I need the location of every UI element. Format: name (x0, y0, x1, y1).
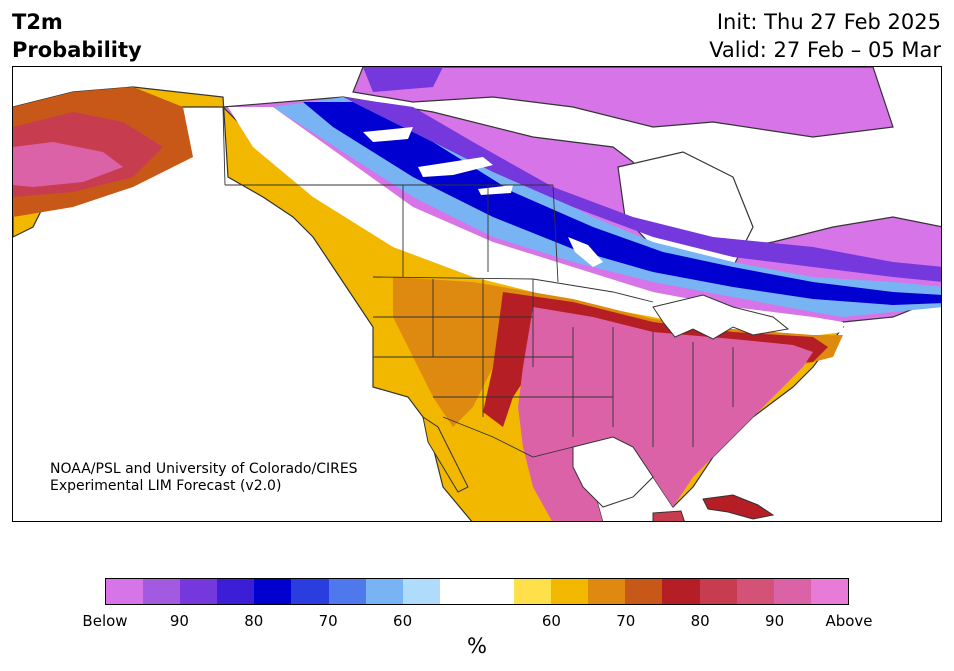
political-borders (222, 106, 734, 458)
colorbar-segment (514, 579, 552, 604)
colorbar-segment (106, 579, 144, 604)
title-line-2: Probability (12, 38, 142, 62)
title-line-1: T2m (12, 10, 63, 34)
canada-lake-3 (478, 185, 513, 195)
colorbar-tick-label: 80 (244, 612, 264, 630)
colorbar-tick-label: 90 (169, 612, 189, 630)
cuba (702, 494, 775, 520)
forecast-dates: Init: Thu 27 Feb 2025 Valid: 27 Feb – 05… (709, 8, 941, 64)
colorbar-segment (810, 579, 848, 604)
colorbar-segment (180, 579, 218, 604)
canada-lake-2 (418, 157, 493, 177)
colorbar-segment (291, 579, 329, 604)
colorbar-tick-label: 60 (393, 612, 413, 630)
colorbar-segment (736, 579, 774, 604)
colorbar-segment (662, 579, 700, 604)
colorbar-segment (773, 579, 811, 604)
colorbar-segment (588, 579, 626, 604)
colorbar-segment (439, 579, 477, 604)
colorbar-segment (254, 579, 292, 604)
colorbar-segment (402, 579, 440, 604)
alaska-pink-core (13, 142, 123, 187)
colorbar-tick-label: Below (82, 612, 128, 630)
colorbar-tick-label: 70 (318, 612, 338, 630)
colorbar-tick-label: 80 (690, 612, 710, 630)
colorbar-tick-label: 60 (541, 612, 561, 630)
above-strong-southeast (518, 307, 813, 521)
colorbar-tick-label: Above (825, 612, 873, 630)
credit-text: NOAA/PSL and University of Colorado/CIRE… (50, 461, 358, 495)
below-core-band (303, 102, 941, 305)
colorbar-segment (328, 579, 366, 604)
baja-peninsula (422, 415, 469, 493)
colorbar-segment (365, 579, 403, 604)
canada-lake-1 (363, 127, 413, 142)
colorbar (105, 578, 849, 605)
credit-line-1: NOAA/PSL and University of Colorado/CIRE… (50, 461, 358, 477)
gulf-of-mexico (572, 436, 654, 508)
below-purple-band (343, 97, 941, 282)
colorbar-segment (143, 579, 181, 604)
colorbar-unit: % (467, 634, 487, 658)
colorbar-segment (476, 579, 515, 604)
valid-range: Valid: 27 Feb – 05 Mar (709, 38, 941, 62)
map-title: T2m Probability (12, 8, 142, 64)
northern-islands-strip (363, 67, 443, 92)
colorbar-segment (217, 579, 255, 604)
init-date: Init: Thu 27 Feb 2025 (716, 10, 941, 34)
arctic-islands (352, 67, 894, 138)
colorbar-segment (625, 579, 663, 604)
near-normal-band (228, 107, 843, 342)
canada-lake-4 (568, 237, 603, 267)
great-lakes (652, 294, 790, 340)
credit-line-2: Experimental LIM Forecast (v2.0) (50, 478, 282, 494)
colorbar-tick-label: 70 (616, 612, 636, 630)
colorbar-segment (699, 579, 737, 604)
probability-map: NOAA/PSL and University of Colorado/CIRE… (12, 66, 942, 522)
colorbar-tick-label: 90 (765, 612, 785, 630)
colorbar-segment (551, 579, 589, 604)
map-canvas (13, 67, 941, 521)
hispaniola (652, 510, 685, 521)
